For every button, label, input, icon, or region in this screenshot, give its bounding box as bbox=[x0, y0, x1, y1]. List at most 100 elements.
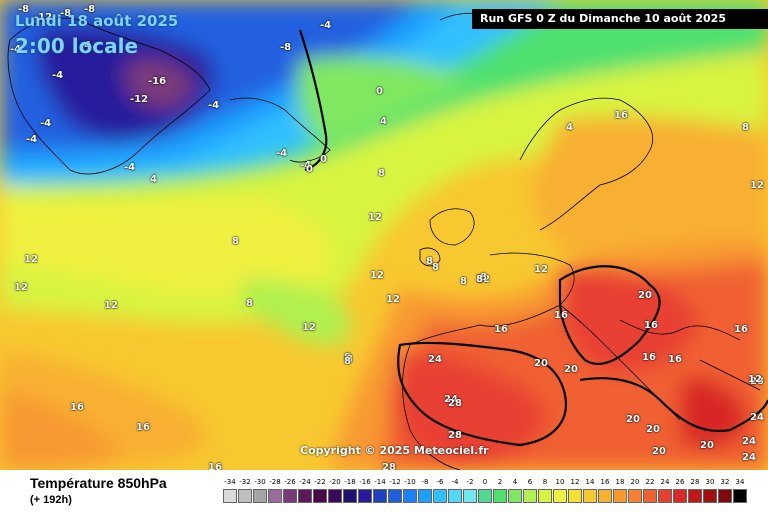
isotherm-label: 12 bbox=[370, 270, 384, 281]
legend-tick-label: 0 bbox=[482, 478, 488, 486]
legend-tick-label: 16 bbox=[600, 478, 610, 486]
legend-swatch bbox=[613, 489, 627, 503]
legend-tick-label: 34 bbox=[735, 478, 745, 486]
isotherm-label: 28 bbox=[750, 376, 764, 387]
legend-tick-label: -18 bbox=[344, 478, 356, 486]
isotherm-label: 20 bbox=[638, 290, 652, 301]
isotherm-label: 0 bbox=[320, 154, 327, 165]
isotherm-label: 12 bbox=[104, 300, 118, 311]
isotherm-label: -4 bbox=[208, 100, 220, 111]
isotherm-label: -12 bbox=[130, 94, 149, 105]
legend-tick-label: -30 bbox=[254, 478, 266, 486]
run-info-banner: Run GFS 0 Z du Dimanche 10 août 2025 bbox=[472, 9, 768, 29]
isotherm-label: 8 bbox=[232, 236, 239, 247]
legend-swatch bbox=[643, 489, 657, 503]
isotherm-label: 8 bbox=[742, 122, 749, 133]
legend-tick-label: 20 bbox=[630, 478, 640, 486]
isotherm-label: 28 bbox=[382, 462, 396, 470]
isotherm-label: -8 bbox=[60, 8, 72, 19]
legend-tick-label: 8 bbox=[542, 478, 548, 486]
legend-swatch bbox=[283, 489, 297, 503]
isotherm-label: -4 bbox=[10, 44, 22, 55]
isotherm-label: 0 bbox=[376, 86, 383, 97]
isotherm-label: -4 bbox=[52, 70, 64, 81]
isotherm-label: 28 bbox=[448, 398, 462, 409]
isotherm-label: 8 bbox=[460, 276, 467, 287]
legend-swatch bbox=[403, 489, 417, 503]
temperature-map: -8 -12 -8 -4 -4 -4 -4 -8 -4 -16 -12 -4 -4 -8 -4 -4 4 0 -4 4… bbox=[0, 0, 768, 470]
isotherm-label: 16 bbox=[554, 310, 568, 321]
legend-tick-label: -28 bbox=[269, 478, 281, 486]
legend-swatch bbox=[223, 489, 237, 503]
isotherm-label: -4 bbox=[26, 134, 38, 145]
legend-tick-label: 6 bbox=[527, 478, 533, 486]
legend-swatch bbox=[388, 489, 402, 503]
legend-tick-label: -2 bbox=[466, 478, 474, 486]
legend-tick-label: 10 bbox=[555, 478, 565, 486]
isotherm-label: 16 bbox=[70, 402, 84, 413]
isotherm-label: 8 bbox=[378, 168, 385, 179]
isotherm-20 bbox=[298, 29, 768, 447]
isotherm-label: 8 bbox=[246, 298, 253, 309]
legend-swatch bbox=[658, 489, 672, 503]
isotherm-label: -8 bbox=[84, 4, 96, 15]
legend-tick-label: 32 bbox=[720, 478, 730, 486]
isotherm-label: -4 bbox=[80, 40, 92, 51]
legend-swatch bbox=[433, 489, 447, 503]
isotherm-label: 12 bbox=[534, 264, 548, 275]
coastlines bbox=[7, 12, 761, 470]
isotherm-label: 8 bbox=[344, 356, 351, 367]
isotherm-label: 12 bbox=[750, 180, 764, 191]
legend-tick-label: -14 bbox=[374, 478, 386, 486]
legend-tick-label: 26 bbox=[675, 478, 685, 486]
isotherm-label: 8 bbox=[432, 262, 439, 273]
isotherm-label: 12 bbox=[748, 374, 762, 385]
isotherm-label: -16 bbox=[148, 76, 167, 87]
legend-swatch bbox=[343, 489, 357, 503]
legend-tick-label: -24 bbox=[299, 478, 311, 486]
legend-swatch bbox=[673, 489, 687, 503]
isotherm-label: 24 bbox=[428, 354, 442, 365]
isotherm-label: 20 bbox=[652, 446, 666, 457]
legend-tick-label: 4 bbox=[512, 478, 518, 486]
isotherm-label: 16 bbox=[614, 110, 628, 121]
legend-swatch bbox=[268, 489, 282, 503]
legend-swatch bbox=[733, 489, 747, 503]
isotherm-label: 12 bbox=[302, 322, 316, 333]
isotherm-label: 12 bbox=[386, 294, 400, 305]
isotherm-label: 20 bbox=[700, 440, 714, 451]
isotherm-label: 16 bbox=[136, 422, 150, 433]
legend-tick-label: 28 bbox=[690, 478, 700, 486]
legend-swatch bbox=[313, 489, 327, 503]
isotherm-label: 16 bbox=[208, 462, 222, 470]
legend-swatch bbox=[478, 489, 492, 503]
isotherm-label: 16 bbox=[734, 324, 748, 335]
isotherm-label: 4 bbox=[566, 122, 573, 133]
isotherm-label: 16 bbox=[668, 354, 682, 365]
legend-swatch bbox=[238, 489, 252, 503]
legend-tick-label: 30 bbox=[705, 478, 715, 486]
isotherm-label: 24 bbox=[742, 452, 756, 463]
legend-swatch bbox=[523, 489, 537, 503]
isotherm-label: 8 bbox=[426, 256, 433, 267]
legend-swatch bbox=[373, 489, 387, 503]
isotherm-label: 8 bbox=[344, 352, 351, 363]
legend-swatch bbox=[358, 489, 372, 503]
legend-swatch bbox=[508, 489, 522, 503]
legend-tick-label: -22 bbox=[314, 478, 326, 486]
legend-tick-label: -6 bbox=[436, 478, 444, 486]
isotherm-label: 16 bbox=[642, 352, 656, 363]
legend-tick-label: -4 bbox=[451, 478, 459, 486]
legend-tick-label: -12 bbox=[389, 478, 401, 486]
legend-tick-label: 14 bbox=[585, 478, 595, 486]
variable-title: Température 850hPa bbox=[30, 475, 167, 491]
legend-swatch bbox=[463, 489, 477, 503]
isotherm-label: 12 bbox=[368, 212, 382, 223]
isotherm-label: 16 bbox=[644, 320, 658, 331]
isotherm-label: 20 bbox=[646, 424, 660, 435]
isotherm-label: 12 bbox=[24, 254, 38, 265]
legend-tick-label: 22 bbox=[645, 478, 655, 486]
legend-tick-label: 18 bbox=[615, 478, 625, 486]
isotherm-label: 4 bbox=[380, 116, 387, 127]
legend-swatch bbox=[328, 489, 342, 503]
